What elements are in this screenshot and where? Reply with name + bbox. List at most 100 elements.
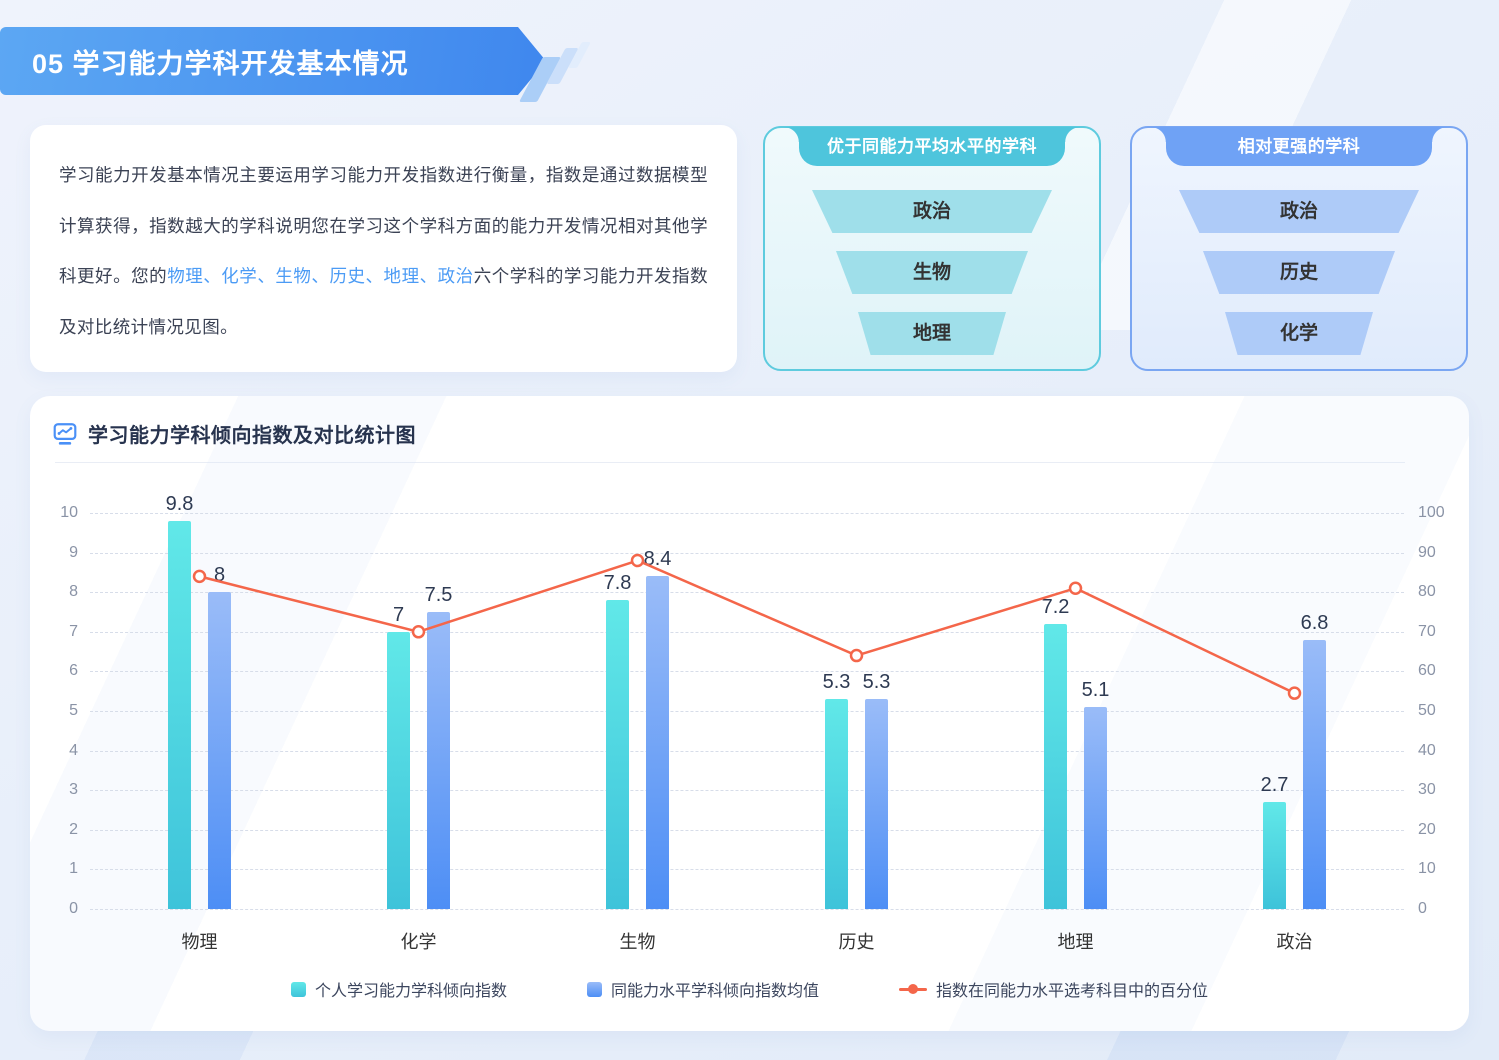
right-axis-tick-label: 80	[1418, 583, 1436, 601]
section-header-banner: 05 学习能力学科开发基本情况	[0, 27, 546, 95]
legend-label: 同能力水平学科倾向指数均值	[610, 983, 819, 1000]
gridline	[90, 671, 1404, 673]
gridline	[90, 513, 1404, 514]
bar-value-label: 7.2	[1041, 595, 1070, 618]
percentile-line-layer	[192, 553, 1302, 700]
left-axis-tick-label: 5	[69, 702, 78, 719]
left-axis-tick-label: 6	[69, 662, 78, 680]
right-axis-tick-label: 40	[1418, 741, 1436, 759]
gridline	[90, 829, 1404, 831]
funnel-items: 政治 生物 地理	[765, 166, 1099, 355]
funnel-item: 政治	[1179, 190, 1419, 233]
funnel-card-stronger-subjects: 相对更强的学科 政治 历史 化学	[1130, 126, 1468, 371]
funnel-items: 政治 历史 化学	[1132, 166, 1466, 355]
left-axis-tick-label: 1	[69, 860, 78, 878]
divider	[55, 462, 1405, 463]
legend-item-average-index[interactable]: 同能力水平学科倾向指数均值	[586, 977, 819, 1001]
chart-card: 学习能力学科倾向指数及对比统计图 0 1 2 3 4 5 6 7 8 9 10 0 10 20 30 40 50…	[30, 396, 1469, 1031]
gridline	[90, 592, 1404, 594]
right-axis-tick-label: 30	[1418, 781, 1436, 799]
left-axis-tick-label: 7	[69, 622, 78, 640]
gridline	[90, 552, 1404, 554]
bar-average-index[interactable]	[1084, 707, 1107, 909]
bar-value-label: 7.8	[603, 572, 632, 595]
category-label: 历史	[838, 932, 875, 952]
left-axis-tick-label: 3	[69, 781, 78, 799]
legend-swatch-blue	[586, 981, 602, 997]
bar-average-index[interactable]	[865, 699, 888, 909]
line-point[interactable]	[411, 625, 426, 639]
legend-line-marker	[899, 982, 927, 997]
legend-item-personal-index[interactable]: 个人学习能力学科倾向指数	[290, 977, 507, 1001]
line-point[interactable]	[630, 553, 645, 568]
bar-personal-index[interactable]	[168, 520, 191, 909]
left-axis-tick-label: 9	[69, 543, 78, 561]
bar-value-label: 8	[213, 564, 226, 587]
funnel-card-above-average-subjects: 优于同能力平均水平的学科 政治 生物 地理	[763, 126, 1101, 371]
bar-value-label: 5.3	[862, 671, 891, 694]
category-label: 化学	[400, 932, 437, 952]
gridline	[90, 631, 1404, 633]
intro-paragraph: 学习能力开发基本情况主要运用学习能力开发指数进行衡量，指数是通过数据模型计算获得…	[59, 150, 708, 352]
bar-value-label: 9.8	[165, 492, 194, 515]
gridline	[90, 750, 1404, 752]
chart-title: 学习能力学科倾向指数及对比统计图	[88, 425, 416, 447]
bar-personal-index[interactable]	[606, 600, 629, 909]
intro-card: 学习能力开发基本情况主要运用学习能力开发指数进行衡量，指数是通过数据模型计算获得…	[30, 125, 737, 372]
right-axis-tick-label: 70	[1418, 622, 1436, 640]
category-label: 地理	[1057, 932, 1094, 952]
bar-value-label: 7.5	[424, 584, 453, 606]
right-axis-tick-label: 0	[1418, 900, 1427, 917]
left-axis-tick-label: 8	[69, 583, 78, 601]
percentile-line	[199, 559, 1296, 695]
bar-value-label: 2.7	[1260, 774, 1289, 797]
funnel-item: 化学	[1225, 312, 1373, 355]
right-axis-tick-label: 60	[1418, 662, 1436, 680]
gridline	[90, 790, 1404, 792]
line-point[interactable]	[192, 569, 207, 584]
section-title: 05 学习能力学科开发基本情况	[32, 48, 409, 79]
left-axis-tick-label: 0	[69, 900, 78, 917]
intro-text-before: 学习能力开发基本情况主要运用学习能力开发指数进行衡量，指数是通过数据模型计算获得…	[59, 165, 708, 286]
right-axis-tick-label: 10	[1418, 860, 1436, 878]
right-axis-tick-label: 90	[1418, 543, 1436, 561]
bar-average-index[interactable]	[1303, 639, 1326, 909]
gridline	[90, 869, 1404, 871]
bar-average-index[interactable]	[208, 592, 231, 909]
left-axis-tick-label: 4	[69, 741, 78, 759]
bar-personal-index[interactable]	[387, 631, 410, 909]
intro-subject-list: 物理、化学、生物、历史、地理、政治	[167, 266, 474, 286]
right-axis-tick-label: 50	[1418, 702, 1436, 719]
bar-personal-index[interactable]	[825, 699, 848, 909]
funnel-item: 地理	[858, 312, 1006, 355]
legend-swatch-teal	[290, 981, 306, 997]
funnel-item: 历史	[1203, 251, 1395, 294]
left-axis-tick-label: 10	[60, 504, 78, 521]
funnel-item: 政治	[812, 190, 1052, 233]
line-point[interactable]	[849, 648, 864, 663]
category-label: 生物	[619, 932, 656, 952]
bar-value-label: 5.3	[822, 671, 851, 694]
bar-value-label: 5.1	[1081, 679, 1110, 702]
funnel-card-title: 相对更强的学科	[1151, 127, 1447, 166]
right-axis-tick-label: 100	[1418, 504, 1445, 521]
legend-item-percentile-line[interactable]: 指数在同能力水平选考科目中的百分位	[899, 977, 1208, 1001]
chart-title-row: 学习能力学科倾向指数及对比统计图	[52, 419, 416, 448]
line-point[interactable]	[1068, 581, 1083, 595]
bar-personal-index[interactable]	[1044, 623, 1067, 909]
bar-value-label: 6.8	[1300, 611, 1329, 634]
chart-plot-area: 0 1 2 3 4 5 6 7 8 9 10 0 10 20 30 40 50 60 70 80 90 100 物理 9.8 8…	[30, 396, 1469, 1031]
gridline	[90, 909, 1404, 910]
category-label: 政治	[1276, 932, 1313, 952]
bar-average-index[interactable]	[427, 612, 450, 909]
line-point[interactable]	[1287, 686, 1302, 700]
gridline	[90, 711, 1404, 712]
funnel-item: 生物	[836, 251, 1028, 294]
intro-text-after: 六个学科的学习能力开发指数及对比统计情况见图。	[59, 266, 708, 337]
category-label: 物理	[181, 932, 218, 952]
bar-average-index[interactable]	[646, 576, 669, 909]
bar-personal-index[interactable]	[1263, 802, 1286, 909]
bar-value-label: 7	[392, 603, 405, 626]
right-axis-tick-label: 20	[1418, 820, 1436, 838]
